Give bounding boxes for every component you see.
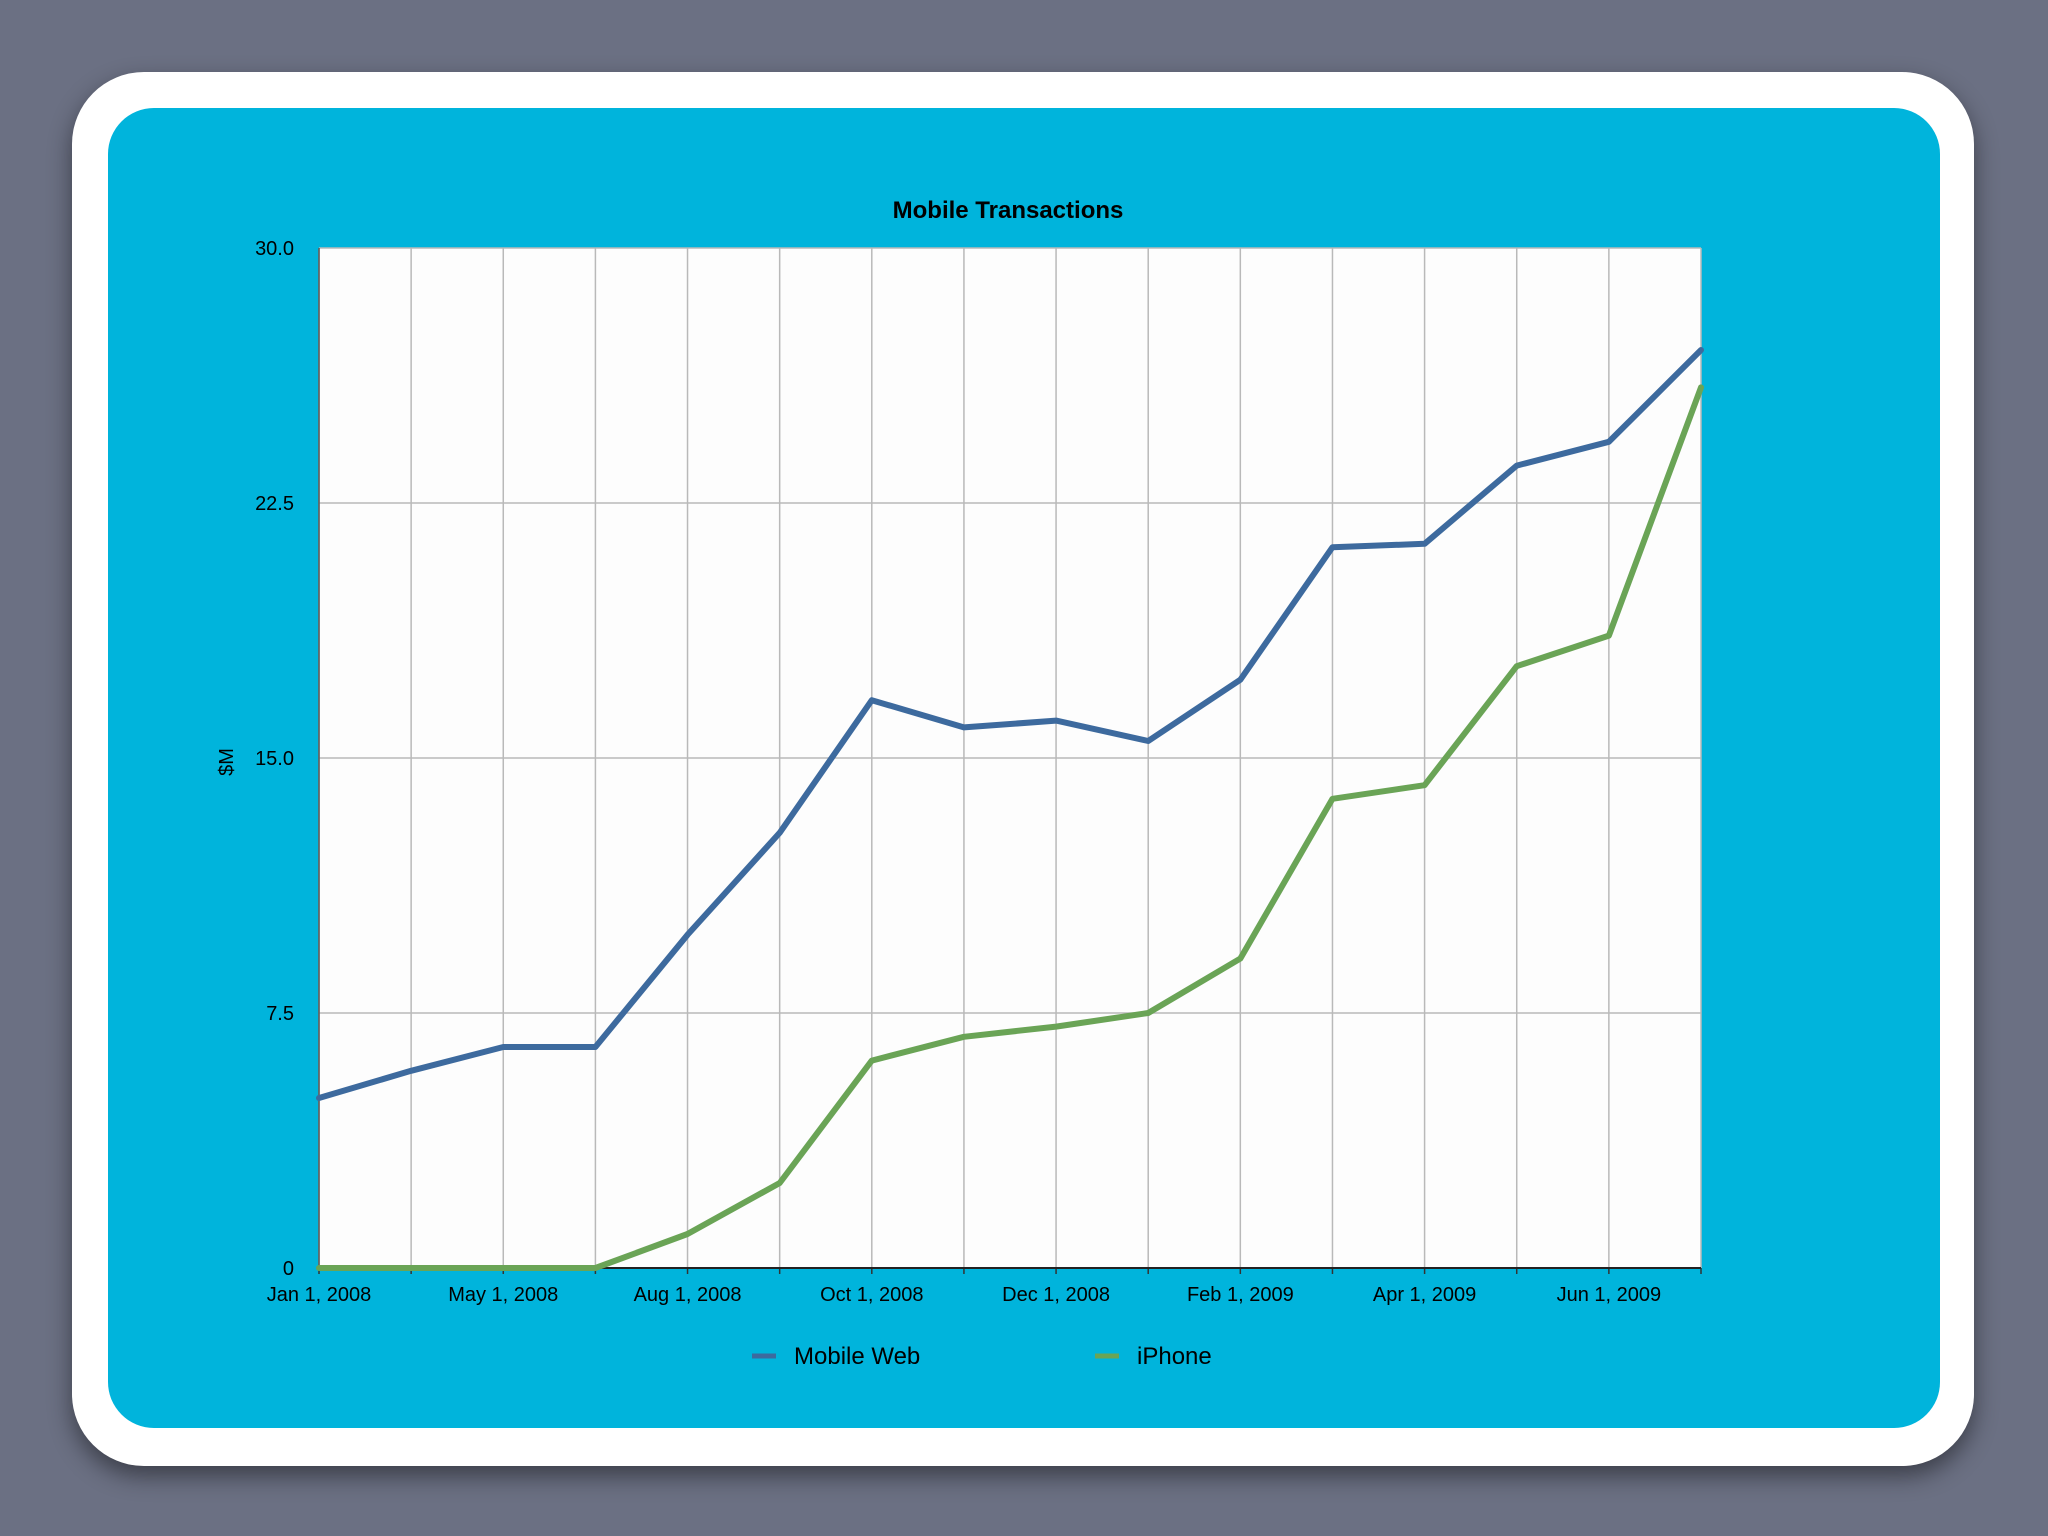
x-tick-label: Dec 1, 2008 <box>1002 1284 1110 1306</box>
x-tick-label: May 1, 2008 <box>448 1284 558 1306</box>
y-tick-label: 15.0 <box>255 748 294 770</box>
y-tick-label: 0 <box>283 1258 294 1280</box>
y-tick-label: 30.0 <box>255 238 294 260</box>
series-line-iphone <box>316 384 1704 1271</box>
x-tick-label: Feb 1, 2009 <box>1187 1284 1294 1306</box>
x-tick-label: Aug 1, 2008 <box>634 1284 742 1306</box>
x-tick-label: Oct 1, 2008 <box>820 1284 923 1306</box>
x-tick-label: Jan 1, 2008 <box>267 1284 372 1306</box>
chart-title: Mobile Transactions <box>893 197 1124 224</box>
x-tick-label: Jun 1, 2009 <box>1557 1284 1662 1306</box>
y-tick-label: 7.5 <box>266 1003 294 1025</box>
legend-label-iphone: iPhone <box>1137 1343 1212 1370</box>
series-line-mobile-web <box>316 347 1704 1101</box>
y-axis-label: $M <box>216 748 238 776</box>
legend-label-mobile-web: Mobile Web <box>794 1343 920 1370</box>
y-tick-label: 22.5 <box>255 493 294 515</box>
x-tick-label: Apr 1, 2009 <box>1373 1284 1476 1306</box>
